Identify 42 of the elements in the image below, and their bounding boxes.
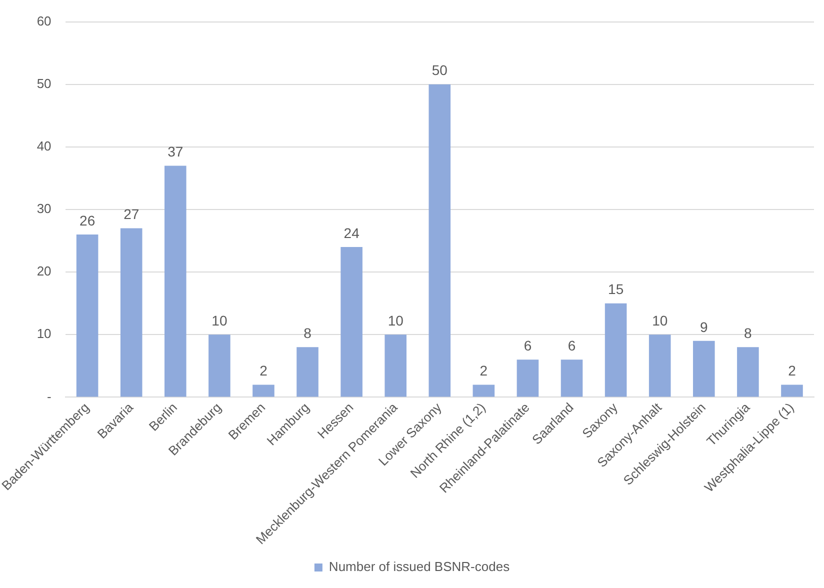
data-label: 24 bbox=[344, 224, 360, 241]
bar bbox=[604, 303, 627, 397]
y-tick-label: 10 bbox=[36, 326, 52, 342]
y-tick-label: 20 bbox=[36, 264, 52, 279]
bar bbox=[516, 360, 539, 397]
bar bbox=[76, 234, 98, 397]
legend-label: Number of issued BSNR-codes bbox=[328, 559, 510, 574]
bar bbox=[737, 347, 759, 397]
y-tick-label: 50 bbox=[36, 76, 52, 91]
bar bbox=[560, 360, 583, 397]
data-label: 8 bbox=[304, 325, 312, 342]
data-label: 50 bbox=[432, 62, 448, 78]
y-tick-label: 60 bbox=[36, 13, 52, 28]
bar bbox=[164, 166, 186, 397]
bar bbox=[648, 334, 671, 397]
y-tick-label: 30 bbox=[36, 201, 52, 216]
bar bbox=[120, 228, 142, 397]
data-label: 2 bbox=[480, 362, 488, 379]
data-label: 10 bbox=[212, 312, 228, 329]
bar bbox=[296, 347, 318, 397]
y-tick-label: - bbox=[46, 388, 52, 404]
bar bbox=[384, 334, 407, 397]
bar bbox=[472, 384, 495, 397]
y-tick-label: 40 bbox=[36, 138, 52, 154]
data-label: 6 bbox=[568, 338, 576, 354]
bar bbox=[428, 84, 451, 397]
data-label: 37 bbox=[168, 144, 184, 160]
data-label: 27 bbox=[124, 206, 140, 222]
data-label: 10 bbox=[388, 312, 404, 329]
bar bbox=[692, 340, 715, 397]
data-label: 8 bbox=[744, 325, 752, 342]
data-label: 6 bbox=[524, 338, 532, 354]
bar bbox=[252, 384, 274, 397]
data-label: 15 bbox=[608, 281, 624, 298]
bar bbox=[340, 247, 362, 397]
bar bbox=[781, 384, 803, 397]
data-label: 10 bbox=[652, 312, 668, 329]
bar bbox=[208, 334, 230, 397]
data-label: 2 bbox=[260, 362, 268, 379]
data-label: 9 bbox=[700, 318, 708, 335]
data-label: 26 bbox=[80, 212, 96, 228]
data-label: 2 bbox=[788, 362, 796, 379]
